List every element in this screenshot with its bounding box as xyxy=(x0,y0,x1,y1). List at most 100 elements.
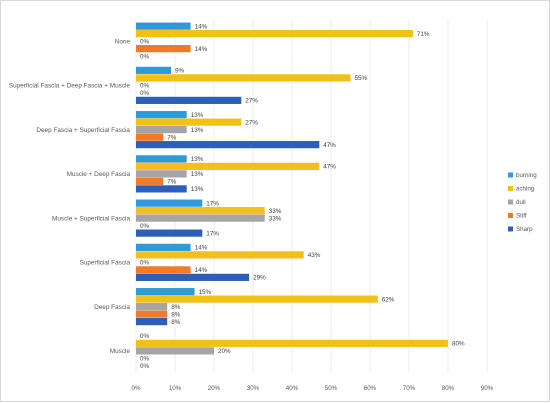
legend-label-sharp: Sharp xyxy=(516,226,533,233)
bar-muscle-aching xyxy=(136,339,448,347)
data-label-muscle-superficial-fascia-stiff: 0% xyxy=(140,223,150,230)
legend-swatch-stiff xyxy=(508,213,513,218)
category-label-muscle-deep-fascia: Muscle + Deep Fascia xyxy=(67,171,131,178)
data-label-muscle-sharp: 0% xyxy=(140,363,150,370)
bar-deep-fascia-superficial-fascia-stiff xyxy=(136,133,164,141)
bar-none-stiff xyxy=(136,45,191,53)
data-label-deep-fascia-dull: 8% xyxy=(171,304,181,311)
data-label-deep-fascia-stiff: 8% xyxy=(171,311,181,318)
bar-deep-fascia-burning xyxy=(136,288,195,296)
category-labels: None Superficial Fascia + Deep Fascia + M… xyxy=(9,38,131,355)
data-label-muscle-superficial-fascia-sharp: 17% xyxy=(206,230,219,237)
bar-muscle-deep-fascia-aching xyxy=(136,162,320,170)
data-label-superficial-fascia-deep-fascia-muscle-aching: 55% xyxy=(355,75,368,82)
data-label-deep-fascia-superficial-fascia-aching: 27% xyxy=(245,119,258,126)
x-tick-label: 60% xyxy=(364,385,377,392)
legend-swatch-aching xyxy=(508,186,513,191)
bar-muscle-superficial-fascia-sharp xyxy=(136,229,203,237)
data-label-muscle-superficial-fascia-burning: 17% xyxy=(206,200,219,207)
bar-deep-fascia-superficial-fascia-sharp xyxy=(136,141,320,149)
data-label-superficial-fascia-stiff: 14% xyxy=(195,267,208,274)
bar-superficial-fascia-burning xyxy=(136,243,191,251)
bar-superficial-fascia-sharp xyxy=(136,273,250,281)
data-label-superficial-fascia-deep-fascia-muscle-sharp: 27% xyxy=(245,98,258,105)
data-label-deep-fascia-aching: 62% xyxy=(382,296,395,303)
category-label-superficial-fascia: Superficial Fascia xyxy=(80,260,131,267)
data-label-none-burning: 14% xyxy=(195,23,208,30)
bar-deep-fascia-stiff xyxy=(136,310,168,318)
bar-superficial-fascia-deep-fascia-muscle-sharp xyxy=(136,96,242,104)
x-tick-label: 10% xyxy=(169,385,182,392)
grid-lines xyxy=(135,19,488,373)
data-label-muscle-deep-fascia-aching: 47% xyxy=(323,164,336,171)
bar-superficial-fascia-aching xyxy=(136,251,304,259)
legend-swatch-burning xyxy=(508,172,513,178)
x-tick-label: 50% xyxy=(325,385,338,392)
data-label-muscle-stiff: 0% xyxy=(140,356,150,363)
category-label-deep-fascia-superficial-fascia: Deep Fascia + Superficial Fascia xyxy=(36,127,130,134)
data-label-muscle-burning: 0% xyxy=(140,333,150,340)
x-axis-ticks: 0% 10% 20% 30% 40% 50% 60% 70% 80% 90% xyxy=(132,385,494,392)
data-label-muscle-superficial-fascia-dull: 33% xyxy=(269,215,282,222)
bar-none-aching xyxy=(136,30,413,38)
legend-swatch-sharp xyxy=(508,226,513,232)
category-label-muscle-superficial-fascia: Muscle + Superficial Fascia xyxy=(52,215,130,222)
x-tick-label: 90% xyxy=(481,385,494,392)
data-label-superficial-fascia-burning: 14% xyxy=(195,245,208,252)
data-label-muscle-aching: 80% xyxy=(452,341,465,348)
bar-deep-fascia-superficial-fascia-aching xyxy=(136,118,242,126)
category-label-deep-fascia: Deep Fascia xyxy=(94,304,130,311)
data-label-superficial-fascia-deep-fascia-muscle-stiff: 0% xyxy=(140,90,150,97)
category-label-muscle: Muscle xyxy=(110,348,131,355)
bar-muscle-deep-fascia-stiff xyxy=(136,177,164,185)
bar-muscle-deep-fascia-burning xyxy=(136,155,187,163)
legend-swatch-dull xyxy=(508,199,513,205)
bar-none-burning xyxy=(136,22,191,30)
legend-label-burning: burning xyxy=(516,172,537,179)
bar-muscle-superficial-fascia-aching xyxy=(136,207,265,215)
data-label-superficial-fascia-aching: 43% xyxy=(308,252,321,259)
data-label-muscle-deep-fascia-sharp: 13% xyxy=(191,186,204,193)
data-label-superficial-fascia-sharp: 29% xyxy=(253,275,266,282)
bar-muscle-superficial-fascia-burning xyxy=(136,199,203,207)
x-tick-label: 40% xyxy=(286,385,299,392)
data-label-deep-fascia-burning: 15% xyxy=(199,289,212,296)
category-label-superficial-fascia-deep-fascia-muscle: Superficial Fascia + Deep Fascia + Muscl… xyxy=(9,83,131,90)
data-label-superficial-fascia-deep-fascia-muscle-dull: 0% xyxy=(140,83,150,90)
data-label-muscle-deep-fascia-dull: 13% xyxy=(191,171,204,178)
data-label-muscle-deep-fascia-burning: 13% xyxy=(191,156,204,163)
data-label-deep-fascia-superficial-fascia-sharp: 47% xyxy=(323,142,336,149)
bar-deep-fascia-superficial-fascia-burning xyxy=(136,111,187,119)
data-label-muscle-deep-fascia-stiff: 7% xyxy=(167,179,177,186)
bars xyxy=(136,22,448,355)
data-label-muscle-dull: 20% xyxy=(218,348,231,355)
bar-muscle-dull xyxy=(136,347,214,355)
data-label-none-sharp: 0% xyxy=(140,53,150,60)
x-tick-label: 30% xyxy=(247,385,260,392)
data-label-none-aching: 71% xyxy=(417,31,430,38)
x-tick-label: 0% xyxy=(132,385,141,392)
bar-deep-fascia-dull xyxy=(136,303,168,311)
legend: burning aching dull Stiff Sharp xyxy=(508,172,537,233)
data-label-superficial-fascia-deep-fascia-muscle-burning: 9% xyxy=(175,68,185,75)
bar-muscle-superficial-fascia-dull xyxy=(136,214,265,222)
legend-label-stiff: Stiff xyxy=(516,213,527,220)
data-label-superficial-fascia-dull: 0% xyxy=(140,260,150,267)
data-label-none-stiff: 14% xyxy=(195,46,208,53)
legend-label-dull: dull xyxy=(516,199,526,206)
category-label-none: None xyxy=(115,38,131,45)
data-label-deep-fascia-sharp: 8% xyxy=(171,319,181,326)
data-label-none-dull: 0% xyxy=(140,38,150,45)
bar-superficial-fascia-deep-fascia-muscle-burning xyxy=(136,66,172,74)
bar-superficial-fascia-deep-fascia-muscle-aching xyxy=(136,74,351,82)
bar-deep-fascia-superficial-fascia-dull xyxy=(136,126,187,134)
x-tick-label: 70% xyxy=(403,385,416,392)
bar-deep-fascia-sharp xyxy=(136,318,168,326)
bar-deep-fascia-aching xyxy=(136,295,378,303)
data-labels: 14%71%0%14%0%9%55%0%0%27%13%27%13%7%47%1… xyxy=(140,23,465,370)
data-label-deep-fascia-superficial-fascia-dull: 13% xyxy=(191,127,204,134)
bar-muscle-deep-fascia-sharp xyxy=(136,185,187,193)
x-tick-label: 20% xyxy=(208,385,221,392)
